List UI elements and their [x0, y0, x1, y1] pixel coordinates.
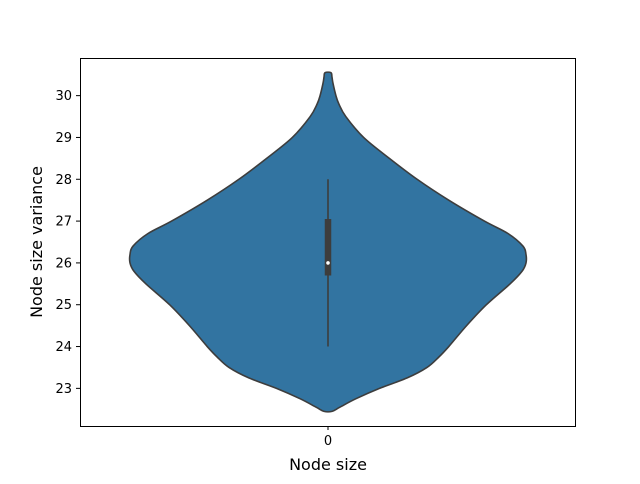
y-axis-title: Node size variance: [27, 166, 46, 318]
y-axis: 23 24 25 26 27 28 29 30: [55, 89, 80, 397]
y-tick-label: 27: [55, 215, 72, 230]
x-axis: 0: [324, 426, 332, 449]
y-tick-label: 23: [55, 382, 72, 397]
y-tick-label: 28: [55, 173, 72, 188]
y-tick-label: 30: [55, 89, 72, 104]
violin-layer: [128, 71, 528, 413]
violin-median-point: [326, 261, 330, 265]
x-tick-label: 0: [324, 434, 332, 449]
y-tick-label: 24: [55, 340, 72, 355]
y-tick-label: 26: [55, 256, 72, 271]
x-axis-title: Node size: [289, 455, 367, 474]
y-tick-label: 29: [55, 131, 72, 146]
y-tick-label: 25: [55, 298, 72, 313]
